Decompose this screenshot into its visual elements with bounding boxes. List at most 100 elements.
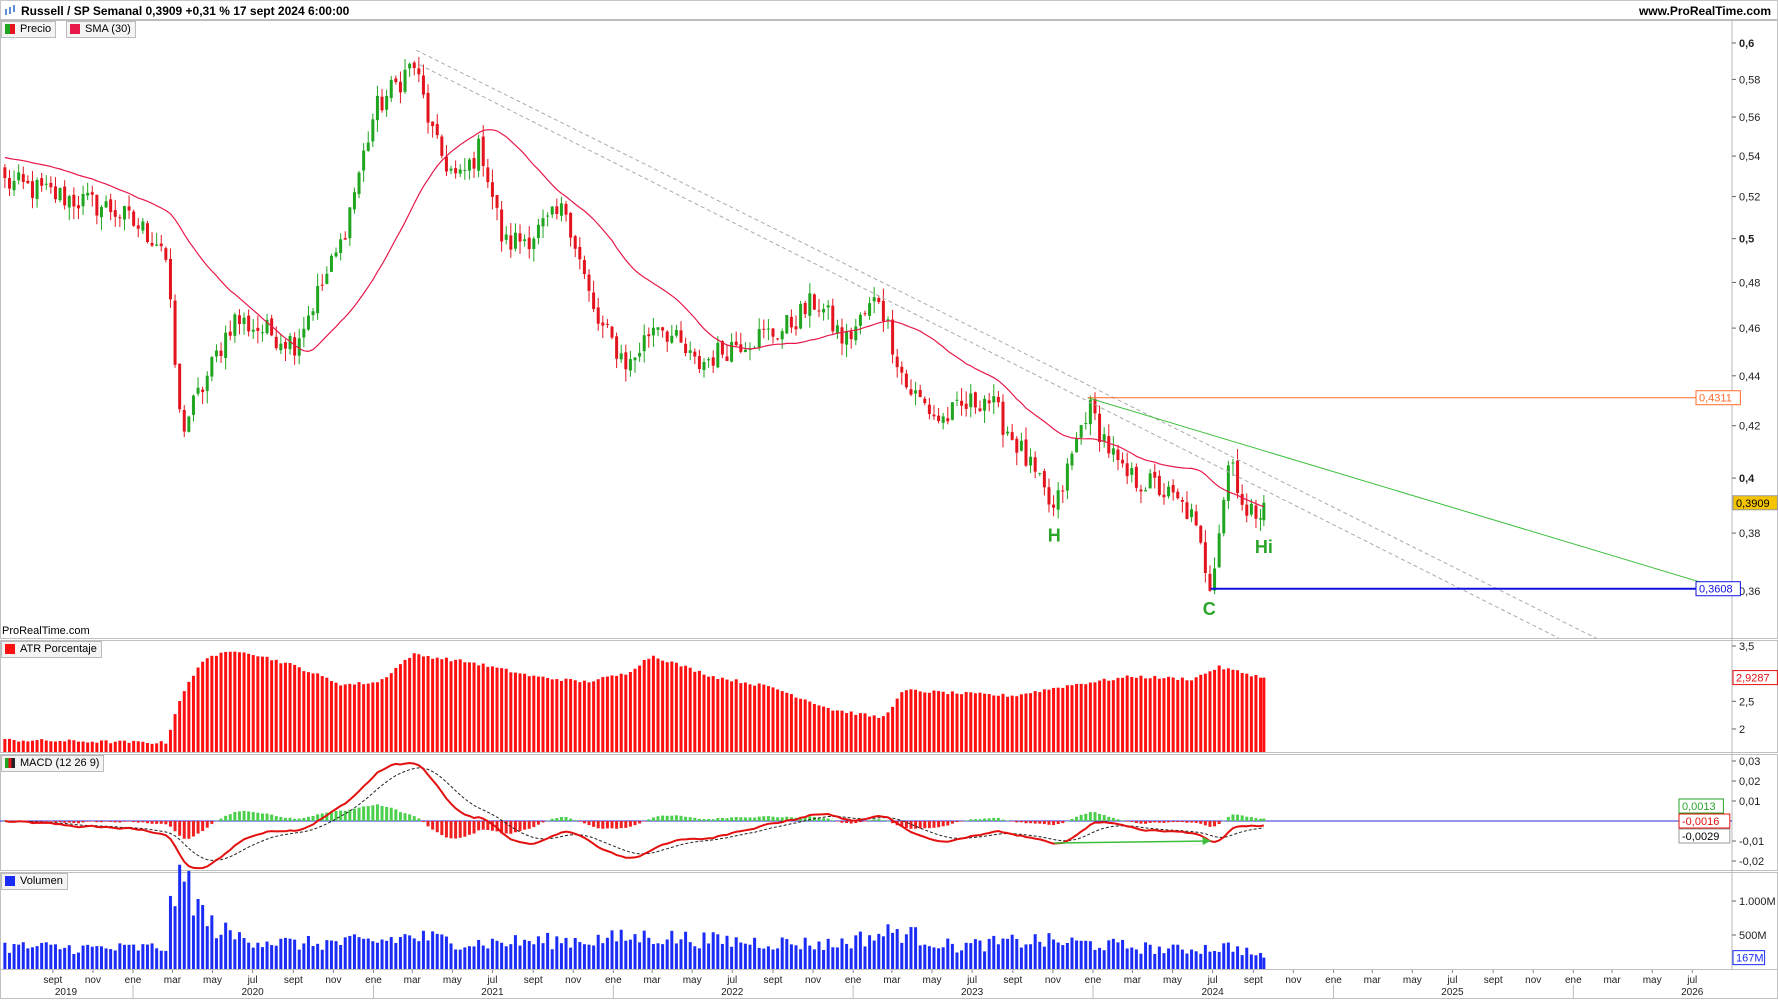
- macd-hist-bar: [633, 821, 637, 826]
- atr-bar: [1061, 687, 1065, 752]
- macd-hist-bar: [67, 821, 71, 823]
- macd-hist-bar: [573, 820, 577, 821]
- candle-body: [463, 169, 467, 171]
- candle-body: [1006, 431, 1010, 434]
- macd-hist-bar: [458, 821, 462, 838]
- volume-bar: [513, 935, 517, 969]
- macd-hist-bar: [444, 821, 448, 838]
- candle-body: [371, 119, 375, 142]
- candle-body: [187, 416, 191, 432]
- macd-hist-bar: [145, 821, 149, 824]
- candle-body: [564, 203, 568, 215]
- atr-bar: [927, 692, 931, 752]
- atr-bar: [467, 662, 471, 752]
- macd-tick-label: 0,03: [1739, 756, 1760, 768]
- macd-hist-bar: [1084, 813, 1088, 821]
- volume-bar: [293, 939, 297, 969]
- macd-hist-bar: [937, 821, 941, 828]
- volume-bar: [205, 926, 209, 969]
- legend-sma[interactable]: SMA (30): [66, 21, 136, 38]
- atr-bar: [1121, 677, 1125, 752]
- volume-bar: [822, 949, 826, 969]
- atr-bar: [63, 741, 67, 752]
- month-label: sept: [1484, 975, 1503, 986]
- price-tick-label: 0,58: [1739, 74, 1760, 86]
- atr-bar: [789, 694, 793, 752]
- volume-bar: [578, 942, 582, 969]
- atr-bar: [702, 674, 706, 752]
- candle-body: [601, 322, 605, 326]
- candle-body: [320, 284, 324, 286]
- atr-bar: [536, 676, 540, 752]
- macd-hist-bar: [891, 821, 895, 824]
- atr-bar: [421, 656, 425, 752]
- volume-bar: [638, 942, 642, 969]
- month-label: ene: [1085, 975, 1102, 986]
- legend-atr[interactable]: ATR Porcentaje: [1, 641, 102, 658]
- macd-hist-bar: [707, 818, 711, 821]
- atr-bar: [633, 668, 637, 752]
- volume-bar: [35, 946, 39, 969]
- month-label: ene: [1325, 975, 1342, 986]
- atr-bar: [679, 666, 683, 752]
- atr-bar: [187, 681, 191, 752]
- volume-bar: [909, 927, 913, 969]
- candle-body: [35, 179, 39, 200]
- volume-bar: [150, 943, 154, 969]
- atr-bar: [550, 679, 554, 752]
- candle-body: [1070, 453, 1074, 466]
- volume-bar: [716, 934, 720, 969]
- atr-bar: [1075, 683, 1079, 752]
- atr-tick-label: 2,5: [1739, 696, 1754, 708]
- volume-bar: [178, 864, 182, 969]
- legend-volumen[interactable]: Volumen: [1, 873, 68, 890]
- candle-body: [1249, 503, 1253, 515]
- site-link[interactable]: www.ProRealTime.com: [1638, 4, 1771, 18]
- atr-bar: [1199, 674, 1203, 752]
- macd-hist-bar: [587, 821, 591, 826]
- candle-body: [467, 159, 471, 171]
- month-label: nov: [1525, 975, 1541, 986]
- atr-bar: [219, 652, 223, 752]
- legend-macd[interactable]: MACD (12 26 9): [1, 755, 105, 772]
- atr-bar: [297, 667, 301, 752]
- candle-body: [279, 343, 283, 351]
- price-tick-label: 0,38: [1739, 528, 1760, 540]
- candle-body: [1102, 434, 1106, 442]
- atr-bar: [1217, 665, 1221, 752]
- macd-hist-bar: [955, 821, 959, 823]
- macd-hist-bar: [624, 821, 628, 828]
- candle-body: [679, 330, 683, 343]
- candle-body: [260, 332, 264, 334]
- atr-bar: [1102, 678, 1106, 752]
- volume-bar: [449, 943, 453, 969]
- volume-bar: [40, 942, 44, 969]
- candle-body: [1259, 518, 1263, 520]
- watermark: ProRealTime.com: [2, 625, 90, 637]
- candle-body: [849, 331, 853, 340]
- price-tick-label: 0,56: [1739, 112, 1760, 124]
- volume-bar: [964, 942, 968, 969]
- pattern-label-h: H: [1048, 526, 1061, 546]
- month-label: ene: [1565, 975, 1582, 986]
- atr-bar: [753, 685, 757, 752]
- volume-bar: [1171, 944, 1175, 969]
- volume-bar: [771, 949, 775, 969]
- candle-body: [40, 178, 44, 186]
- macd-hist-bar: [136, 821, 140, 823]
- atr-bar: [1245, 673, 1249, 752]
- legend-precio[interactable]: Precio: [1, 21, 57, 38]
- volume-bar: [421, 930, 425, 969]
- candle-body: [946, 418, 950, 422]
- volume-bar: [895, 929, 899, 969]
- macd-hist-bar: [569, 818, 573, 821]
- atr-bar: [279, 663, 283, 752]
- macd-hist-bar: [1107, 816, 1111, 821]
- macd-hist-bar: [352, 808, 356, 821]
- atr-bar: [1130, 676, 1134, 752]
- volume-bar: [739, 942, 743, 969]
- year-label: 2025: [1441, 987, 1464, 998]
- candle-body: [1148, 473, 1152, 489]
- candle-body: [854, 326, 858, 341]
- macd-hist-bar: [122, 821, 126, 822]
